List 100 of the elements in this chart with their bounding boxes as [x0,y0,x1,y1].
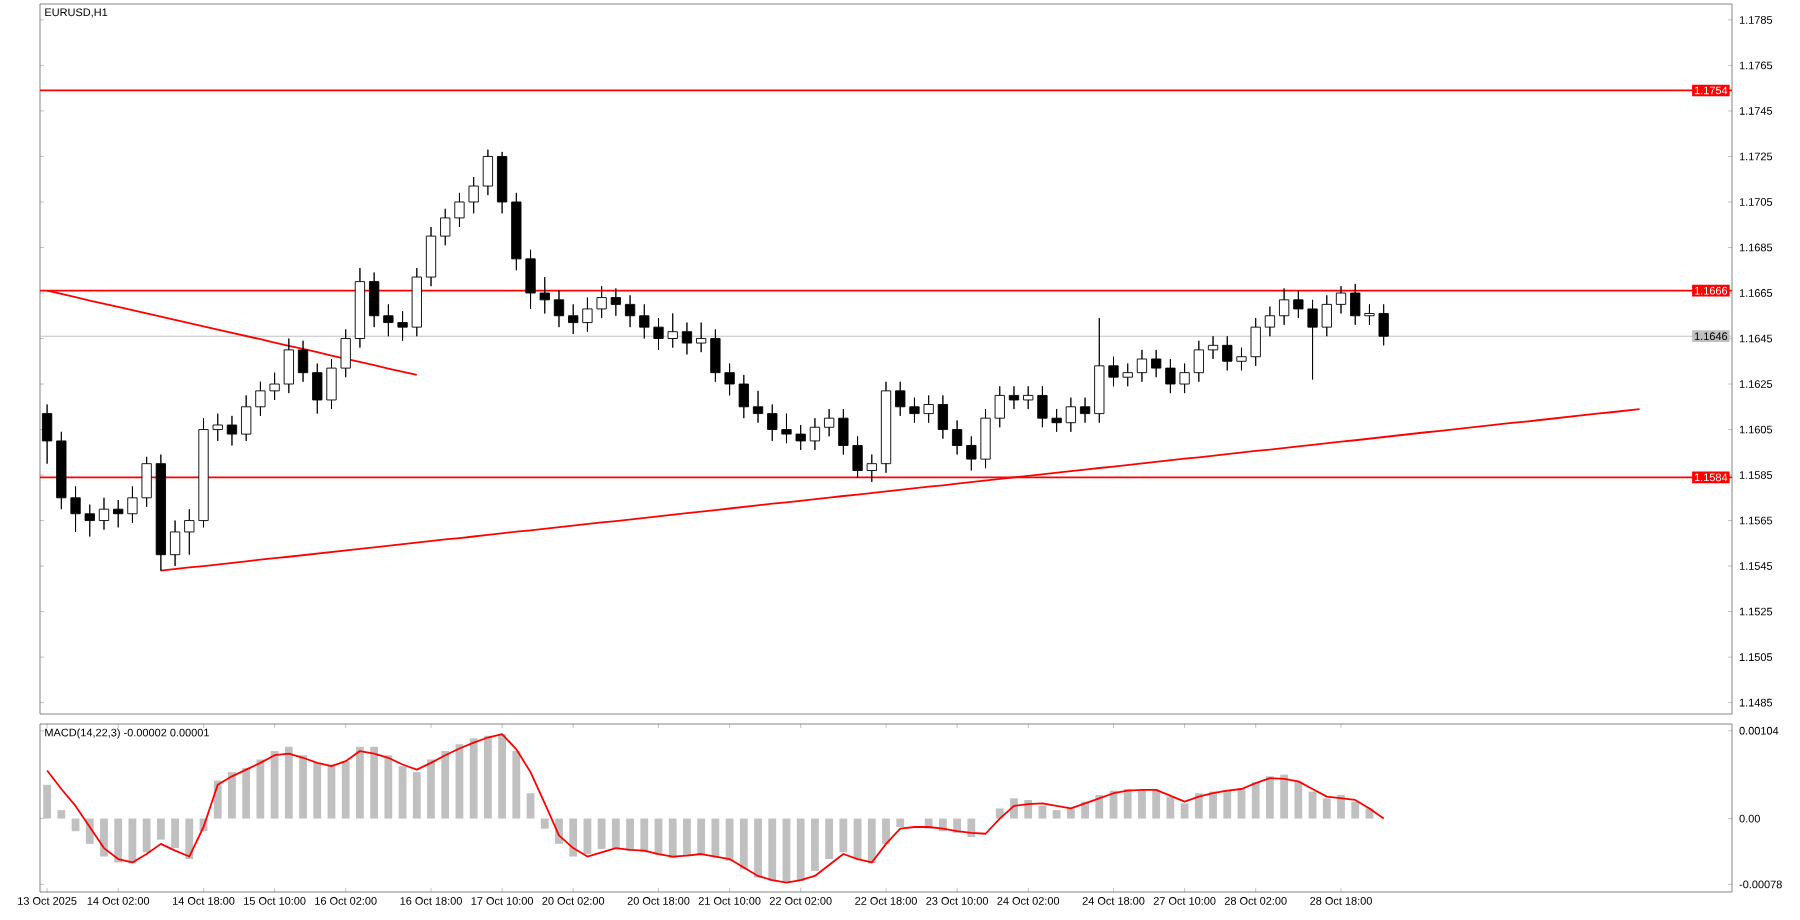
candlestick [1136,349,1148,383]
bar [1138,789,1146,819]
candlestick [824,408,835,437]
candlestick [937,394,949,440]
bar [284,746,293,819]
bar [512,751,521,819]
bar [683,818,691,856]
bar [1123,789,1132,819]
bar [1322,798,1331,819]
bar [640,818,649,853]
bar [697,818,706,855]
candlestick [553,290,565,328]
bar [412,772,421,819]
bar [356,746,364,819]
candlestick [425,226,437,287]
bar [754,818,762,878]
bar [1152,789,1161,819]
bar [768,818,777,882]
bar [796,818,805,882]
candlestick [1335,285,1347,314]
candlestick [1065,397,1076,433]
bar [313,762,322,819]
bar [498,734,507,819]
bar [825,818,834,860]
bar [1052,810,1061,819]
candlestick [354,267,366,349]
bar [611,818,620,849]
bar [967,818,976,838]
bar [1280,774,1289,819]
bar [156,818,165,840]
bar [185,818,194,860]
candlestick [681,322,693,355]
bar [1223,789,1232,819]
bar [398,766,407,819]
bar [1251,782,1260,819]
bar [839,818,848,853]
bar [1351,801,1360,819]
bar [1266,776,1274,819]
bar [213,780,222,819]
bar [441,751,450,819]
bar [1038,805,1047,819]
bar [242,767,251,819]
bar [57,810,66,819]
bar [469,738,478,819]
bar [626,818,634,851]
candlestick [369,272,380,328]
candlestick [41,404,53,465]
candlestick [496,151,508,214]
bar [811,818,819,871]
bar [1010,798,1018,819]
bar [867,818,876,864]
candlestick [880,381,892,474]
bar [1209,791,1217,819]
bar [427,759,435,819]
bar [270,751,279,819]
bar [1095,794,1104,819]
bar [725,818,734,861]
candlestick [1079,397,1091,424]
bar [540,818,549,829]
candlestick [809,417,821,451]
candlestick [1264,306,1276,337]
bar [299,755,307,819]
candlestick [169,520,181,567]
candlestick [1278,288,1290,326]
bar [739,818,748,870]
candlestick [951,419,963,456]
bar [341,761,350,819]
candlestick [624,294,636,328]
bar [43,784,52,819]
candlestick [1207,335,1219,360]
bar [142,818,151,853]
bar [1166,796,1175,819]
bar [711,818,720,858]
bar [882,818,890,844]
bar [1308,791,1317,819]
candlestick [297,340,309,383]
candlestick [155,454,166,572]
bar [597,818,606,849]
bar [114,818,123,863]
bar [1337,794,1345,819]
bar [526,793,535,819]
bar [1180,803,1189,819]
bar [100,818,108,857]
candlestick [98,497,110,531]
bar [1066,808,1075,819]
bar [1194,793,1203,819]
bar [896,818,905,827]
bar [370,746,379,819]
bar [171,818,179,849]
bar [228,772,236,819]
bar [668,818,677,859]
candlestick [482,149,494,196]
bar [483,735,492,819]
candlestick [610,288,621,317]
candlestick [226,415,238,446]
candlestick [1008,385,1020,410]
bar [1294,781,1303,819]
candlestick [752,390,764,424]
bar [569,818,578,857]
bar [256,759,265,819]
